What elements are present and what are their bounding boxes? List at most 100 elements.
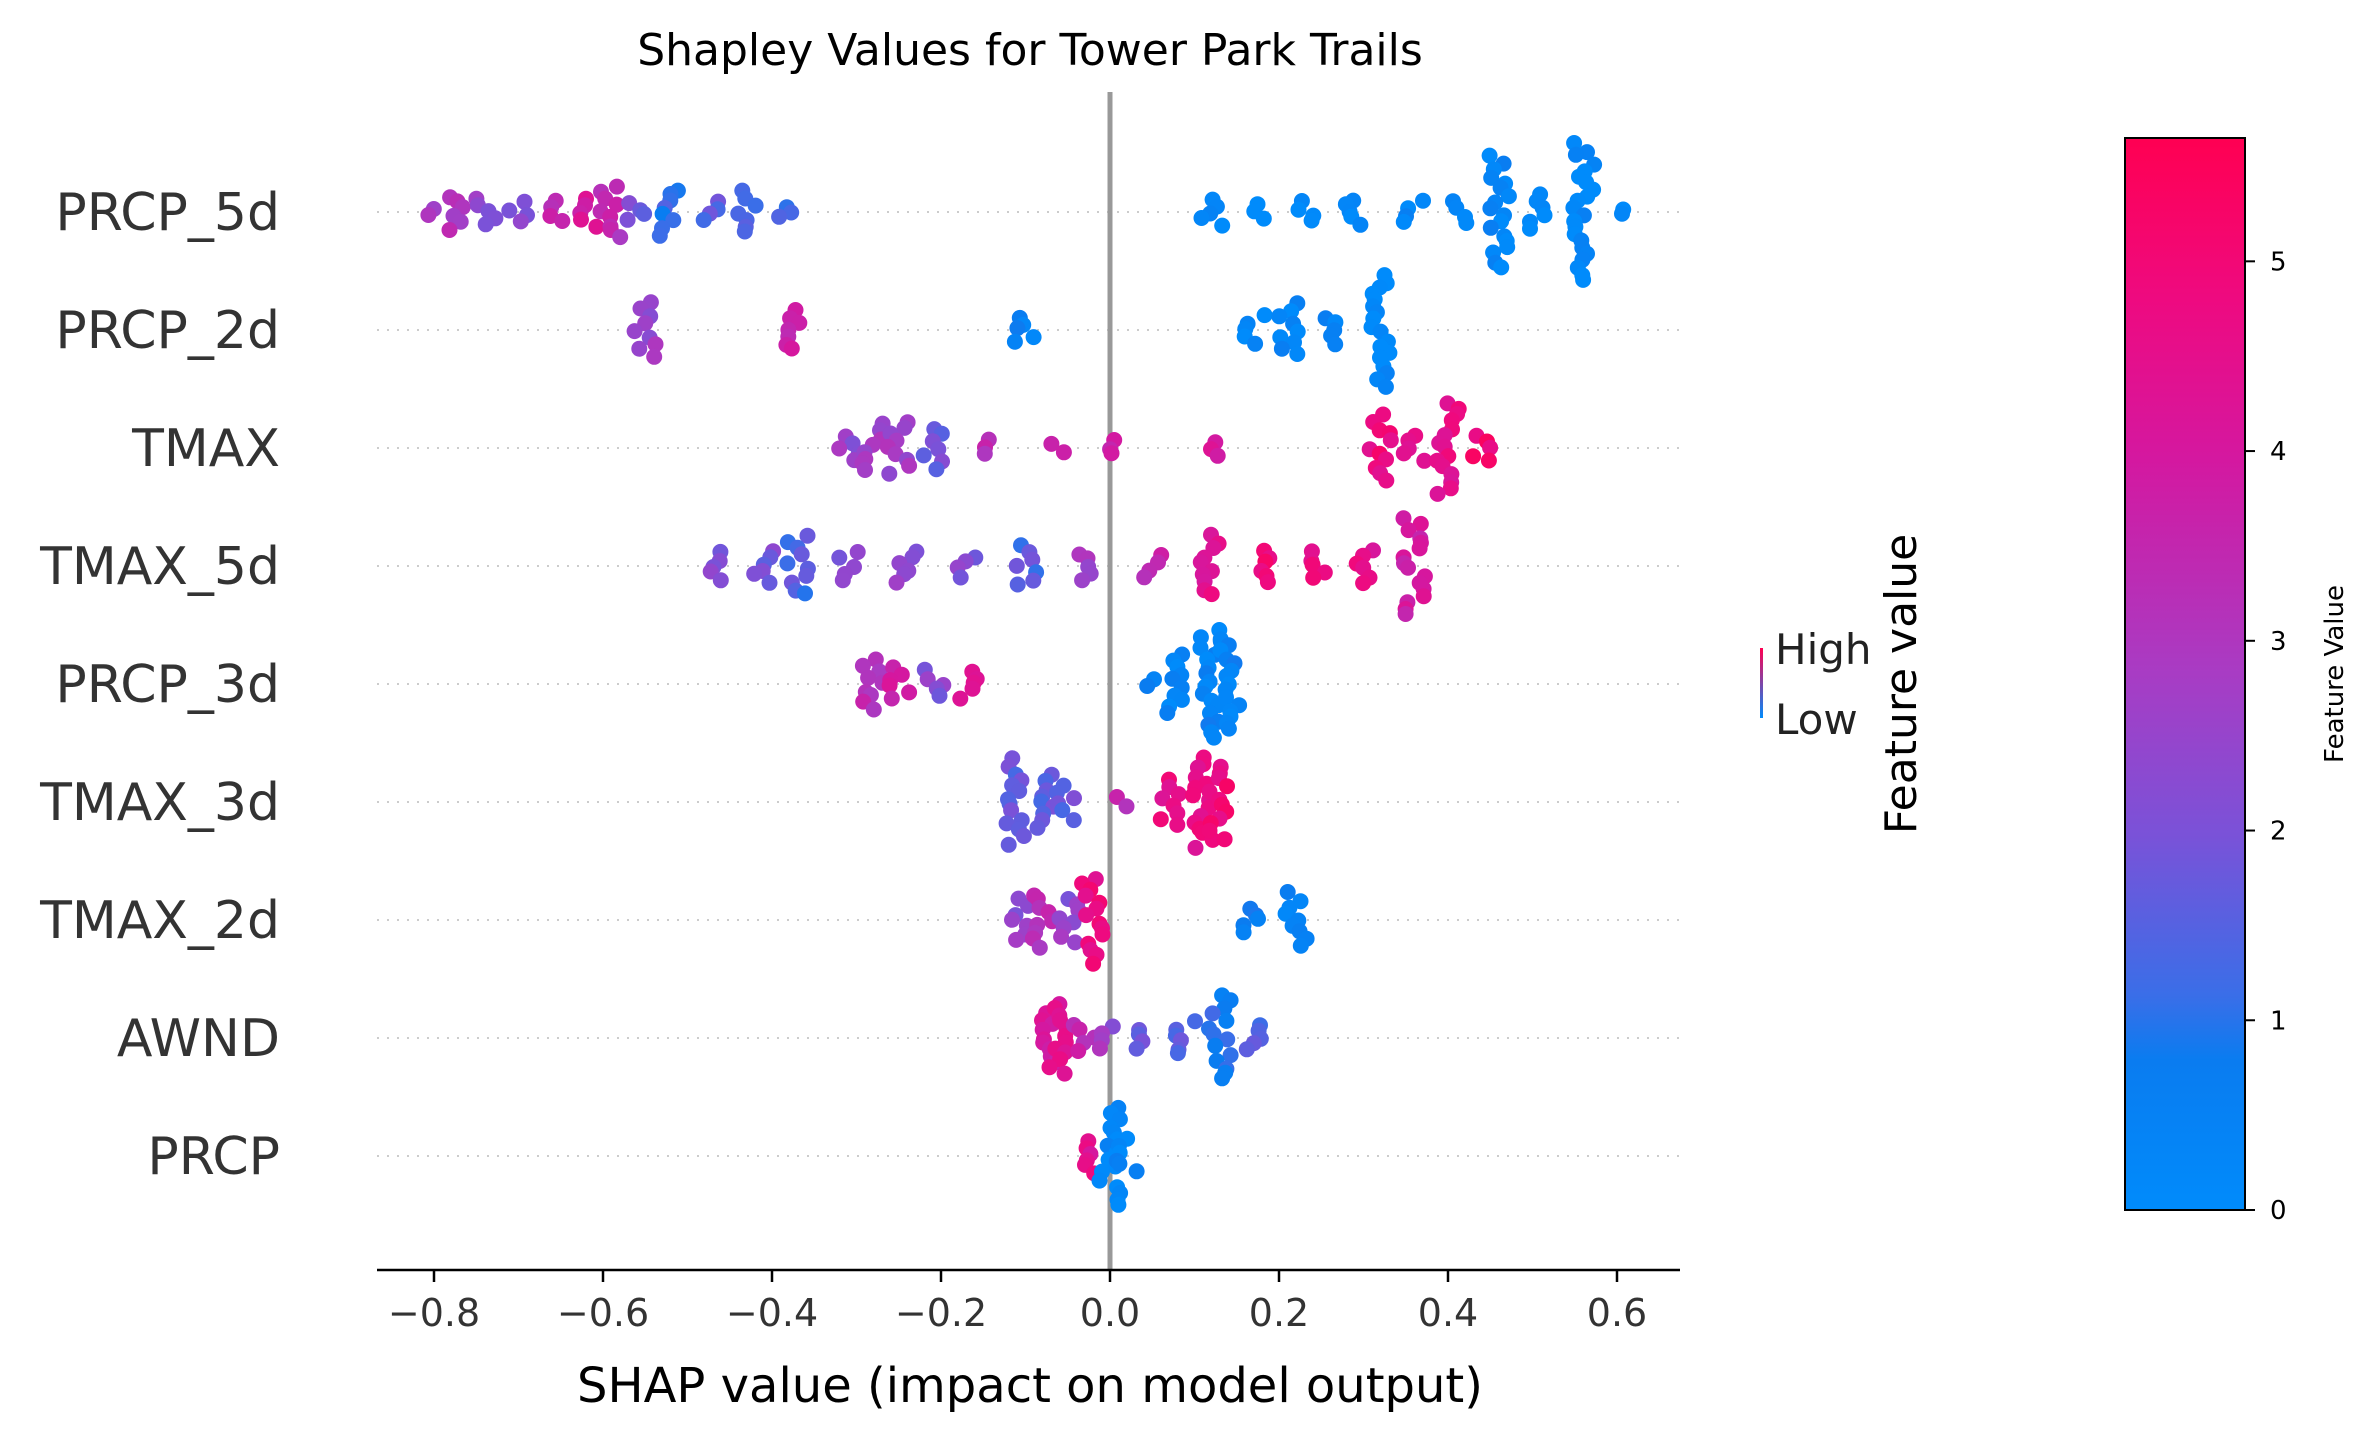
shap-point xyxy=(1008,931,1025,948)
shap-point xyxy=(512,213,529,230)
shap-point xyxy=(1522,220,1538,237)
shap-point xyxy=(1480,452,1497,469)
shap-point xyxy=(1416,452,1433,469)
series-TMAX xyxy=(831,395,1499,502)
x-tick-label: 0.4 xyxy=(1418,1291,1478,1335)
shap-point xyxy=(1111,1155,1128,1172)
series-PRCP_3d xyxy=(854,622,1248,746)
shap-point xyxy=(1071,1021,1088,1038)
shap-point xyxy=(647,336,664,353)
shap-point xyxy=(1066,790,1082,807)
shap-point xyxy=(1067,934,1083,951)
shap-point xyxy=(1053,928,1070,945)
shap-point xyxy=(1185,787,1201,804)
shap-point xyxy=(477,216,494,233)
shap-point xyxy=(901,457,918,474)
colorbar-tick-label: 3 xyxy=(2270,627,2287,657)
feature-label: AWND xyxy=(117,1009,280,1069)
shap-point xyxy=(1222,1047,1239,1064)
shap-point xyxy=(1033,793,1050,810)
shap-point xyxy=(1218,1012,1235,1029)
shap-point xyxy=(930,441,947,458)
shap-point xyxy=(1575,271,1592,288)
shap-point xyxy=(761,574,778,591)
x-axis-label: SHAP value (impact on model output) xyxy=(577,1358,1483,1414)
x-tick-label: −0.2 xyxy=(895,1291,987,1335)
shap-point xyxy=(1219,1031,1236,1048)
shap-point xyxy=(651,227,668,244)
shap-point xyxy=(998,815,1015,832)
shap-point xyxy=(1256,307,1273,324)
shap-point xyxy=(915,447,932,464)
shap-point xyxy=(783,204,800,221)
series-AWND xyxy=(1034,987,1269,1087)
shap-point xyxy=(1536,207,1553,224)
shap-point xyxy=(695,212,712,228)
shap-point xyxy=(1220,720,1237,737)
shap-point xyxy=(1192,554,1209,571)
series-PRCP_2d xyxy=(626,267,1398,395)
shap-point xyxy=(631,340,648,357)
shap-point xyxy=(881,677,898,694)
feature-rows: PRCP_5d PRCP_2d TMAX TMAX_5d PRCP_3d TMAX_3d T… xyxy=(39,92,1680,1270)
shap-point xyxy=(665,212,682,229)
shap-point xyxy=(1074,572,1091,589)
x-tick-label: 0.2 xyxy=(1249,1291,1309,1335)
shap-point xyxy=(1290,201,1307,218)
shap-point xyxy=(441,222,458,238)
feature-label: TMAX xyxy=(131,419,280,479)
shap-point xyxy=(857,462,873,478)
colorbar-tick-label: 2 xyxy=(2270,817,2287,847)
shap-point xyxy=(1304,556,1321,573)
shap-point xyxy=(1041,1059,1058,1076)
shap-point xyxy=(736,223,753,240)
shap-point xyxy=(1465,448,1482,465)
shap-point xyxy=(612,229,629,246)
feature-row: PRCP_3d xyxy=(55,655,1680,715)
shap-point xyxy=(1205,729,1222,746)
shap-point xyxy=(1500,188,1517,205)
shap-point xyxy=(1024,551,1041,568)
shap-point xyxy=(1271,308,1288,325)
shap-point xyxy=(1103,445,1120,462)
shap-point xyxy=(1411,540,1428,557)
colorbar-tick-label: 5 xyxy=(2270,247,2287,277)
shap-point xyxy=(1091,1172,1108,1189)
shap-point xyxy=(573,211,589,228)
shap-point xyxy=(831,549,848,566)
colorbar-gradient xyxy=(2124,137,2246,1211)
shap-point xyxy=(1458,215,1475,231)
shap-point xyxy=(1235,924,1252,941)
shap-point xyxy=(931,687,948,704)
shap-point xyxy=(1355,575,1372,592)
shap-point xyxy=(1077,887,1094,904)
shap-point xyxy=(1238,1041,1255,1058)
shap-point xyxy=(1169,1045,1186,1062)
shap-point xyxy=(1152,811,1169,828)
shap-point xyxy=(1085,955,1102,972)
feature-label: TMAX_3d xyxy=(39,773,280,833)
legend-high-label: High xyxy=(1775,625,1872,674)
shap-point xyxy=(1011,783,1028,799)
shap-point xyxy=(1009,320,1026,337)
feature-row: PRCP_2d xyxy=(55,301,1680,361)
shap-point xyxy=(1043,435,1060,452)
feature-value-legend: High Low Feature value xyxy=(1760,534,1927,834)
shap-point xyxy=(1400,522,1417,539)
shap-point xyxy=(1481,147,1498,164)
shap-point xyxy=(1412,515,1429,532)
shap-point xyxy=(952,569,969,586)
shap-point xyxy=(1207,1037,1224,1054)
shap-point xyxy=(888,574,905,591)
shap-point xyxy=(1397,606,1414,622)
feature-row: AWND xyxy=(117,1009,1680,1069)
shap-point xyxy=(793,546,810,563)
shap-point xyxy=(783,340,800,357)
shap-point xyxy=(1415,192,1431,209)
feature-row: TMAX_3d xyxy=(39,773,1680,833)
shap-point xyxy=(1187,1013,1203,1030)
series-PRCP xyxy=(1077,1099,1145,1213)
shap-point xyxy=(646,348,663,365)
shap-point xyxy=(1214,1070,1231,1087)
feature-row: PRCP_5d xyxy=(55,183,1680,243)
